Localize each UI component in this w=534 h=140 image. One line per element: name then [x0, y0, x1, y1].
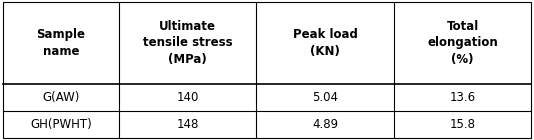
Text: 4.89: 4.89 [312, 118, 338, 131]
Text: 13.6: 13.6 [450, 91, 476, 104]
Text: 140: 140 [177, 91, 199, 104]
Text: 5.04: 5.04 [312, 91, 338, 104]
Text: G(AW): G(AW) [42, 91, 80, 104]
Text: Peak load
(KN): Peak load (KN) [293, 28, 358, 58]
Text: 15.8: 15.8 [450, 118, 476, 131]
Text: Sample
name: Sample name [36, 28, 85, 58]
Text: GH(PWHT): GH(PWHT) [30, 118, 92, 131]
Text: 148: 148 [177, 118, 199, 131]
Text: Total
elongation
(%): Total elongation (%) [427, 20, 498, 66]
Text: Ultimate
tensile stress
(MPa): Ultimate tensile stress (MPa) [143, 20, 232, 66]
